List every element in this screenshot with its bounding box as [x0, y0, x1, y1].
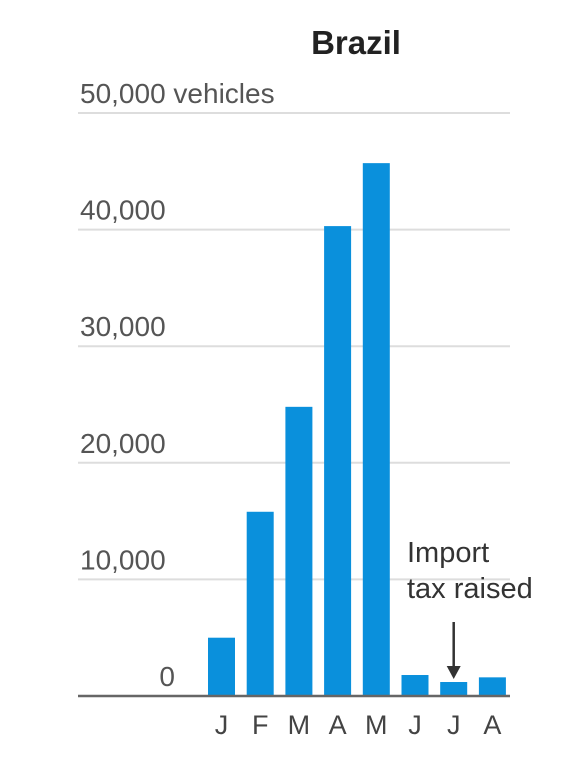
annotation-text: Import	[407, 537, 489, 569]
y-tick-label: 40,000	[80, 195, 166, 226]
bar	[478, 677, 506, 696]
annotation: Import tax raised	[407, 537, 533, 680]
annotation-text: tax raised	[407, 573, 533, 605]
y-tick-label: 30,000	[80, 311, 166, 342]
y-tick-label: 20,000	[80, 428, 166, 459]
y-tick-label: 10,000	[80, 544, 166, 575]
bar	[362, 163, 390, 696]
x-tick-label: J	[447, 710, 461, 740]
x-tick-label: M	[288, 710, 311, 740]
bar	[208, 637, 235, 696]
bar	[324, 226, 352, 697]
x-tick-label: M	[365, 710, 388, 740]
x-tick-label: F	[252, 710, 269, 740]
bar	[246, 511, 274, 696]
y-tick-label: 50,000 vehicles	[80, 78, 275, 109]
chart-title: Brazil	[311, 24, 401, 61]
y-tick-labels: 0 10,000 20,000 30,000 40,000 50,000 vehicles	[80, 78, 275, 692]
y-tick-label: 0	[159, 661, 175, 692]
x-tick-label: J	[408, 710, 422, 740]
x-tick-label: J	[215, 710, 229, 740]
x-tick-label: A	[483, 710, 501, 740]
x-tick-label: A	[329, 710, 347, 740]
bar	[401, 675, 429, 696]
bar	[285, 406, 313, 696]
bar	[440, 682, 468, 696]
arrow-head-icon	[446, 666, 461, 680]
bars	[78, 163, 510, 698]
